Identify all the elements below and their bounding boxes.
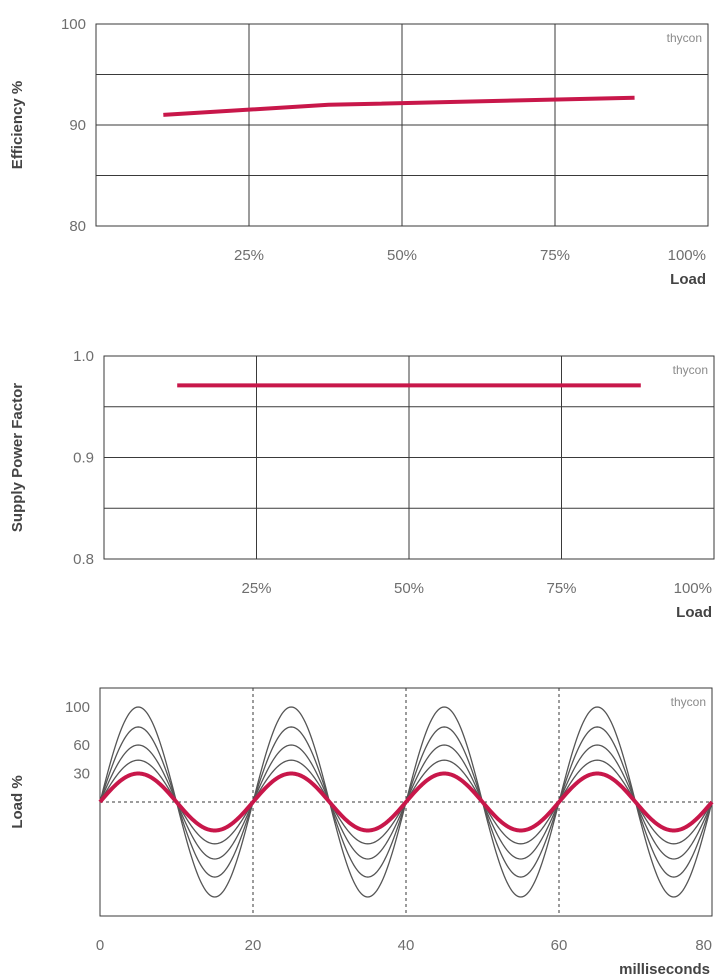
- y-tick-label: 0.9: [73, 450, 94, 467]
- series-line: [163, 95, 635, 117]
- y-tick-label: 80: [69, 218, 86, 235]
- x-tick-label: 75%: [546, 580, 576, 597]
- y-tick-label: 100: [65, 699, 90, 716]
- x-axis-title: milliseconds: [619, 961, 710, 974]
- x-tick-label: 75%: [540, 247, 570, 264]
- watermark-label: thycon: [667, 31, 702, 45]
- y-tick-label: 1.0: [73, 348, 94, 365]
- x-axis-title: Load: [676, 604, 712, 621]
- x-tick-label: 50%: [387, 247, 417, 264]
- wave-highlight: [98, 771, 714, 833]
- x-tick-label: 25%: [241, 580, 271, 597]
- y-axis-title: Load %: [9, 775, 26, 828]
- watermark-label: thycon: [673, 363, 708, 377]
- y-axis-title: Supply Power Factor: [9, 383, 26, 532]
- x-axis-title: Load: [670, 271, 706, 288]
- chart-2: thycon 1.0 0.9 0.8 25% 50% 75% 100% Load Supply P…: [9, 348, 715, 621]
- y-tick-label: 60: [73, 737, 90, 754]
- x-tick-label: 0: [96, 937, 104, 954]
- y-axis-title: Efficiency %: [9, 81, 26, 169]
- x-tick-label: 100%: [674, 580, 712, 597]
- y-tick-label: 100: [61, 16, 86, 33]
- x-tick-label: 40: [398, 937, 415, 954]
- chart-3: thycon 100 60 30 0 20 40 60 80 milliseconds Load %: [9, 687, 714, 974]
- x-tick-label: 20: [245, 937, 262, 954]
- x-tick-label: 60: [551, 937, 568, 954]
- y-tick-label: 30: [73, 766, 90, 783]
- chart-1: thycon 100 90 80 25% 50% 75% 100% Load Efficiency…: [9, 16, 709, 288]
- watermark-label: thycon: [671, 695, 706, 709]
- x-tick-label: 25%: [234, 247, 264, 264]
- x-tick-label: 100%: [668, 247, 706, 264]
- y-tick-label: 90: [69, 117, 86, 134]
- y-tick-label: 0.8: [73, 551, 94, 568]
- x-tick-label: 50%: [394, 580, 424, 597]
- x-tick-label: 80: [695, 937, 712, 954]
